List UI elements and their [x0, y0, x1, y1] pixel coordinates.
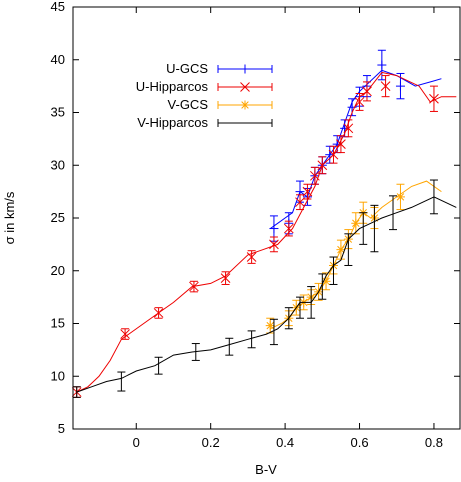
data-point [310, 166, 320, 185]
marker-cross-b [240, 82, 250, 92]
data-point [359, 212, 368, 245]
data-point [344, 233, 353, 266]
data-point [380, 75, 391, 98]
y-tick-label: 5 [58, 421, 65, 436]
data-point [225, 337, 234, 356]
data-point [120, 328, 130, 340]
series-line [76, 71, 457, 393]
marker-cross-b [120, 329, 130, 339]
x-tick-label: 0.8 [425, 435, 443, 450]
legend: U-GCS U-Hipparcos V-GCS V-Hipparcos [136, 61, 273, 130]
data-point [153, 307, 164, 319]
marker-cross-b [429, 93, 439, 104]
y-tick-label: 15 [51, 316, 65, 331]
marker-cross-b [302, 186, 313, 197]
x-axis-label: B-V [255, 462, 277, 477]
marker-cross-b [354, 97, 365, 107]
legend-label: V-GCS [168, 97, 209, 112]
y-tick-label: 45 [51, 0, 65, 14]
data-point [189, 280, 199, 293]
marker-cross-b [283, 223, 294, 234]
data-point [429, 85, 439, 112]
marker-cross-b [317, 160, 328, 171]
data-point [354, 93, 365, 111]
data-point [370, 204, 379, 253]
marker-star-b [266, 321, 274, 330]
data-point [351, 212, 361, 235]
marker-cross-b [336, 139, 346, 150]
data-point [265, 317, 275, 334]
axes: 5 10 15 20 25 30 35 40 45 0 0.2 0.4 0.6 0.8 [51, 0, 460, 450]
data-point [284, 307, 293, 330]
data-point [295, 194, 305, 211]
y-tick-label: 35 [51, 105, 65, 120]
data-point [389, 195, 398, 231]
data-point [329, 256, 338, 285]
y-tick-label: 30 [51, 157, 65, 172]
data-point [307, 286, 316, 319]
data-point [269, 318, 278, 346]
data-point [362, 81, 372, 102]
x-tick-label: 0.4 [276, 435, 294, 450]
data-point [328, 145, 339, 164]
marker-cross-b [310, 170, 320, 181]
legend-label: U-GCS [166, 61, 208, 76]
marker-star-b [241, 101, 249, 109]
marker-cross-b [153, 308, 164, 318]
marker-cross-b [362, 86, 372, 97]
plot-content [71, 49, 457, 398]
marker-cross-b [295, 197, 305, 208]
marker-cross-b [343, 123, 354, 134]
series-line [76, 196, 457, 393]
y-tick-label: 10 [51, 368, 65, 383]
data-point [343, 119, 354, 138]
data-point [336, 239, 346, 260]
data-point [336, 135, 346, 154]
marker-cross-b [380, 81, 391, 91]
data-point [269, 236, 279, 253]
legend-label: V-Hipparcos [137, 115, 208, 130]
marker-star-b [337, 245, 345, 254]
data-point [247, 330, 256, 349]
legend-entry-u-hipparcos: U-Hipparcos [136, 79, 273, 94]
data-point [154, 356, 163, 375]
legend-entry-v-gcs: V-GCS [168, 97, 273, 112]
y-tick-label: 25 [51, 210, 65, 225]
y-tick-label: 20 [51, 263, 65, 278]
data-point [220, 271, 231, 285]
legend-entry-v-hipparcos: V-Hipparcos [137, 115, 273, 130]
data-point [191, 343, 200, 361]
y-tick-label: 40 [51, 52, 65, 67]
data-point [283, 220, 294, 237]
data-point [72, 386, 81, 398]
x-tick-label: 0.6 [350, 435, 368, 450]
data-point [395, 183, 405, 211]
legend-entry-u-gcs: U-GCS [166, 61, 273, 76]
y-axis-label: σ in km/s [2, 191, 17, 244]
data-point [318, 273, 327, 300]
data-point [377, 49, 387, 81]
marker-cross-b [246, 252, 257, 262]
marker-cross-b [269, 239, 279, 250]
marker-star-b [322, 277, 330, 286]
marker-star-b [352, 219, 360, 228]
data-point [246, 250, 257, 264]
marker-cross-b [189, 281, 199, 292]
x-tick-label: 0 [133, 435, 140, 450]
legend-label: U-Hipparcos [136, 79, 209, 94]
data-point [302, 183, 313, 200]
data-point [429, 179, 438, 215]
marker-cross-b [220, 273, 231, 283]
series-v-hipparcos [72, 179, 457, 398]
x-tick-label: 0.2 [202, 435, 220, 450]
marker-star-b [396, 193, 405, 201]
data-point [117, 371, 126, 392]
marker-cross-b [328, 149, 339, 160]
data-point [295, 296, 304, 319]
data-point [317, 156, 328, 175]
